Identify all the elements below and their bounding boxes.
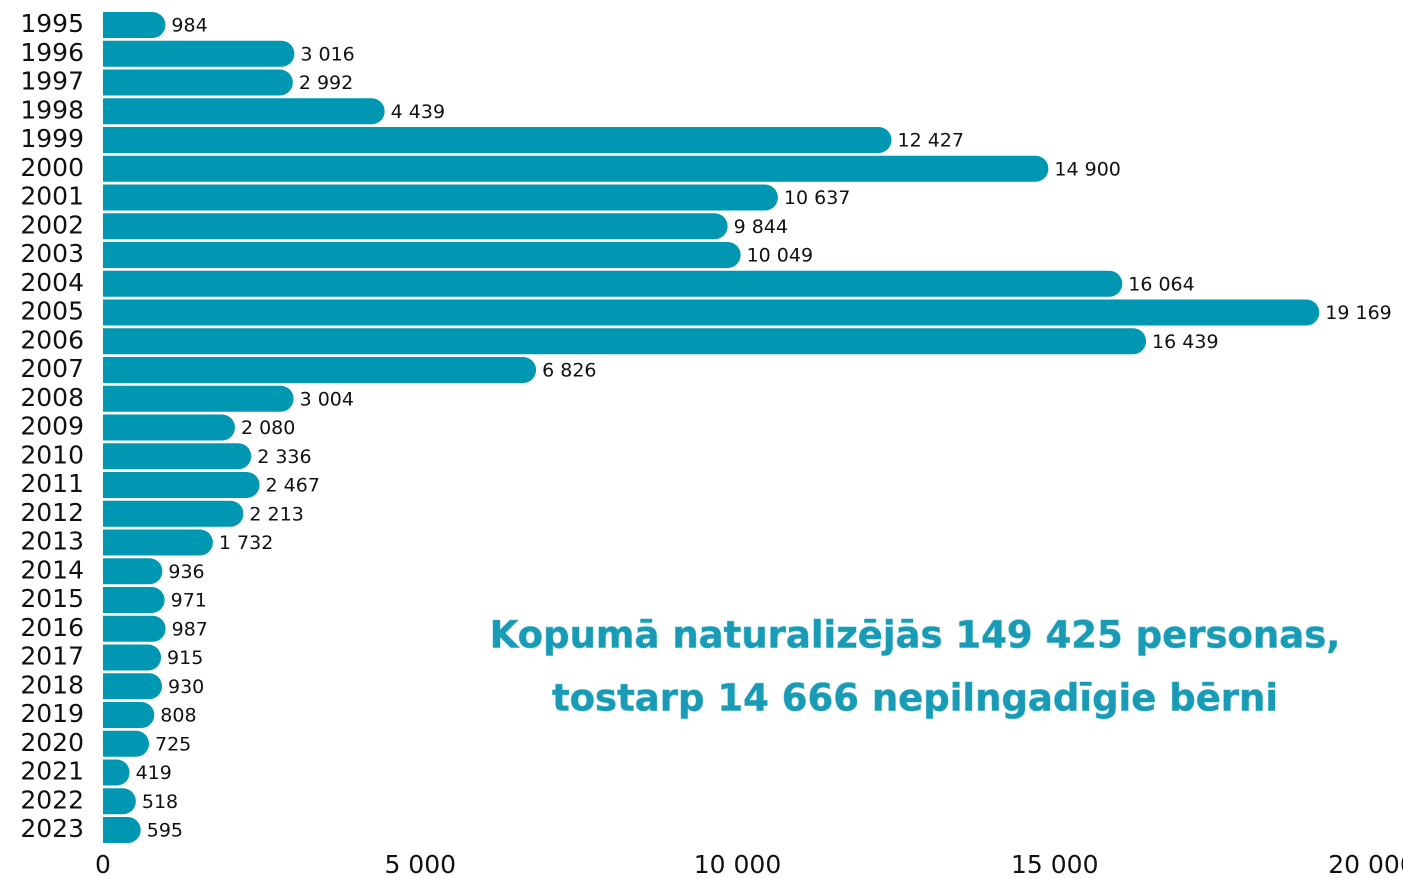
x-tick-label: 20 000 [1328, 850, 1403, 879]
bar [103, 443, 252, 470]
y-tick-label: 2012 [20, 498, 84, 527]
x-tick-label: 15 000 [1011, 850, 1098, 879]
annotation: Kopumā naturalizējās 149 425 personas, [490, 614, 1341, 657]
bar [103, 328, 1147, 355]
y-tick-label: 2022 [20, 785, 84, 814]
value-label: 930 [168, 676, 204, 698]
y-tick-label: 2023 [20, 814, 84, 843]
bar [103, 127, 892, 153]
value-label: 3 004 [300, 388, 354, 410]
bar [103, 213, 728, 240]
value-label: 16 064 [1128, 273, 1194, 295]
bar [103, 702, 155, 728]
value-label: 936 [168, 561, 204, 583]
bar [103, 98, 385, 125]
y-tick-label: 2007 [20, 354, 84, 383]
value-label: 14 900 [1054, 158, 1120, 180]
y-tick-label: 2000 [20, 153, 84, 182]
bar [103, 414, 235, 441]
y-tick-label: 2020 [20, 728, 84, 757]
value-label: 518 [142, 791, 178, 813]
bar [103, 759, 130, 786]
y-tick-label: 2006 [20, 325, 84, 354]
bar [103, 615, 166, 642]
value-label: 808 [160, 705, 196, 727]
bar [103, 529, 213, 556]
y-tick-label: 2004 [20, 268, 84, 297]
value-label: 3 016 [300, 43, 354, 65]
value-label: 10 049 [747, 245, 813, 267]
x-tick-label: 5 000 [384, 850, 456, 879]
y-tick-label: 2017 [20, 642, 84, 671]
value-label: 6 826 [542, 360, 596, 382]
y-tick-label: 2008 [20, 383, 84, 412]
annotation: tostarp 14 666 nepilngadīgie bērni [552, 677, 1278, 720]
bar [103, 69, 293, 96]
x-tick-label: 10 000 [694, 850, 781, 879]
bar [103, 817, 141, 843]
y-tick-label: 2019 [20, 699, 84, 728]
y-tick-label: 2010 [20, 440, 84, 469]
y-tick-label: 2011 [20, 469, 84, 498]
y-tick-label: 2018 [20, 670, 84, 699]
y-tick-label: 1996 [20, 38, 84, 67]
value-label: 9 844 [734, 216, 788, 238]
value-label: 725 [155, 733, 191, 755]
bar [103, 644, 162, 671]
value-label: 4 439 [391, 101, 445, 123]
value-label: 971 [171, 590, 207, 612]
y-tick-label: 2021 [20, 757, 84, 786]
bar [103, 587, 165, 613]
bar [103, 788, 136, 815]
value-label: 16 439 [1152, 331, 1218, 353]
value-label: 419 [136, 762, 172, 784]
y-tick-label: 2002 [20, 210, 84, 239]
bar [103, 558, 163, 585]
y-tick-label: 2005 [20, 297, 84, 326]
bar [103, 730, 150, 757]
value-label: 915 [167, 647, 203, 669]
y-tick-label: 2013 [20, 527, 84, 556]
bar [103, 500, 244, 527]
bar [103, 357, 537, 383]
y-tick-label: 2016 [20, 613, 84, 642]
y-tick-label: 2015 [20, 584, 84, 613]
bar [103, 184, 778, 211]
value-label: 595 [147, 820, 183, 842]
y-tick-label: 1999 [20, 124, 84, 153]
value-label: 987 [172, 618, 208, 640]
bar [103, 299, 1320, 326]
y-tick-label: 2001 [20, 182, 84, 211]
value-label: 2 992 [299, 72, 353, 94]
value-label: 2 080 [241, 417, 295, 439]
y-tick-label: 1997 [20, 67, 84, 96]
value-label: 984 [171, 15, 207, 37]
bar [103, 270, 1123, 297]
y-tick-label: 2014 [20, 555, 84, 584]
x-tick-label: 0 [95, 850, 111, 879]
value-label: 19 169 [1325, 302, 1391, 324]
value-label: 1 732 [219, 532, 273, 554]
y-tick-label: 2009 [20, 412, 84, 441]
value-label: 12 427 [897, 130, 963, 152]
bar [103, 673, 163, 700]
bar [103, 155, 1049, 182]
bar [103, 385, 294, 412]
y-tick-label: 2003 [20, 239, 84, 268]
value-label: 10 637 [784, 187, 850, 209]
bar [103, 472, 260, 498]
bar [103, 40, 295, 67]
value-label: 2 467 [266, 475, 320, 497]
y-tick-label: 1998 [20, 95, 84, 124]
bar [103, 242, 741, 268]
bar [103, 12, 166, 38]
y-tick-label: 1995 [20, 9, 84, 38]
value-label: 2 336 [257, 446, 311, 468]
value-label: 2 213 [249, 503, 303, 525]
